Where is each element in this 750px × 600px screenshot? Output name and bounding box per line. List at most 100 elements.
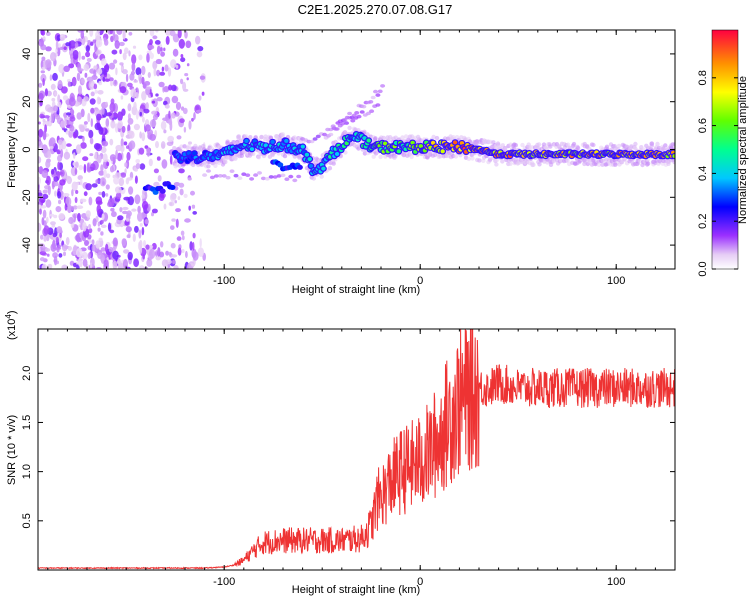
ridge-core xyxy=(430,140,436,145)
noise-speck xyxy=(144,124,151,132)
faint-streak xyxy=(292,178,298,183)
noise-speck xyxy=(101,140,109,147)
ridge-core xyxy=(362,136,367,141)
ridge-core xyxy=(249,147,255,152)
noise-speck xyxy=(163,85,170,93)
noise-speck xyxy=(72,152,76,159)
noise-speck xyxy=(59,232,62,238)
noise-speck xyxy=(122,69,128,75)
noise-speck xyxy=(61,264,68,269)
noise-speck xyxy=(108,77,114,82)
faint-streak xyxy=(206,169,211,173)
noise-speck xyxy=(151,208,158,214)
noise-speck xyxy=(55,40,59,50)
ridge-halo xyxy=(470,156,475,161)
noise-speck xyxy=(88,196,93,206)
noise-speck xyxy=(84,215,88,221)
faint-streak xyxy=(309,139,315,144)
noise-speck xyxy=(92,39,97,44)
noise-speck xyxy=(98,80,103,86)
snr-ticks: -100 0 100 0.5 1.0 1.5 2.0 xyxy=(21,329,676,588)
noise-speck xyxy=(153,67,157,77)
noise-speck xyxy=(143,240,146,248)
faint-streak xyxy=(375,93,381,97)
ridge-core xyxy=(396,149,401,154)
noise-speck xyxy=(126,151,131,161)
noise-speck xyxy=(133,123,140,131)
spectrogram-panel: -100 0 100 -40 -20 0 20 40 Height of straight l… xyxy=(6,29,676,296)
noise-speck xyxy=(147,44,155,50)
noise-speck xyxy=(193,112,196,120)
noise-speck xyxy=(45,199,52,208)
colorbar-label: Normalized spectral amplitude xyxy=(737,76,749,224)
noise-speck xyxy=(80,142,87,149)
noise-speck xyxy=(109,154,117,162)
faint-streak xyxy=(260,176,266,181)
x-tick-label: -100 xyxy=(213,275,235,287)
noise-speck xyxy=(98,126,104,135)
noise-speck xyxy=(174,200,177,204)
faint-streak xyxy=(213,174,219,178)
noise-speck xyxy=(149,39,153,45)
y-tick-label: 0 xyxy=(21,146,33,152)
colorbar-tick-label: 0.0 xyxy=(697,261,709,276)
ridge-core xyxy=(321,166,326,171)
noise-speck xyxy=(56,226,63,234)
noise-speck xyxy=(168,110,171,119)
noise-speck xyxy=(184,218,191,223)
colorbar-tick-label: 0.8 xyxy=(697,70,709,85)
noise-speck xyxy=(173,265,179,269)
noise-speck xyxy=(83,163,87,174)
noise-speck xyxy=(78,50,81,61)
noise-speck xyxy=(171,112,176,119)
noise-speck xyxy=(42,209,47,219)
snr-x-label: Height of straight line (km) xyxy=(292,584,420,596)
ridge-core xyxy=(263,143,268,148)
noise-speck xyxy=(86,76,94,82)
noise-speck xyxy=(182,81,187,91)
noise-speck xyxy=(82,221,87,232)
noise-speck xyxy=(114,172,122,179)
ridge-halo xyxy=(194,146,199,151)
noise-speck xyxy=(153,181,160,187)
noise-speck xyxy=(139,239,143,249)
faint-streak xyxy=(347,111,353,116)
noise-speck xyxy=(76,112,82,120)
noise-speck xyxy=(144,191,148,200)
x-tick-label: 0 xyxy=(417,275,423,287)
ridge-halo xyxy=(537,162,542,167)
noise-speck xyxy=(127,103,132,112)
noise-speck xyxy=(201,91,205,96)
noise-speck xyxy=(181,249,185,253)
noise-speck xyxy=(100,247,106,252)
noise-speck xyxy=(77,212,81,222)
noise-speck xyxy=(41,170,49,178)
x-tick-label: -100 xyxy=(213,576,235,588)
noise-speck xyxy=(77,96,81,103)
noise-speck xyxy=(49,213,55,217)
faint-streak xyxy=(330,124,336,128)
noise-speck xyxy=(172,33,180,43)
ridge-halo xyxy=(248,135,253,140)
ridge-halo xyxy=(347,125,352,131)
noise-speck xyxy=(64,203,68,211)
noise-speck xyxy=(167,135,175,143)
faint-streak xyxy=(354,111,360,115)
noise-speck xyxy=(129,130,135,139)
noise-speck xyxy=(156,69,161,77)
ridge-halo xyxy=(531,162,536,167)
noise-speck xyxy=(38,156,42,164)
figure-title: C2E1.2025.270.07.08.G17 xyxy=(298,2,453,17)
noise-speck xyxy=(57,79,63,90)
noise-speck xyxy=(46,175,51,186)
noise-speck xyxy=(149,119,157,128)
noise-speck xyxy=(47,185,51,196)
ridge-halo xyxy=(311,176,316,181)
ridge-halo xyxy=(297,153,302,159)
noise-speck xyxy=(189,266,194,269)
ridge-halo xyxy=(282,153,288,159)
noise-speck xyxy=(195,109,202,114)
noise-speck xyxy=(188,141,192,145)
ridge-core xyxy=(244,139,249,143)
